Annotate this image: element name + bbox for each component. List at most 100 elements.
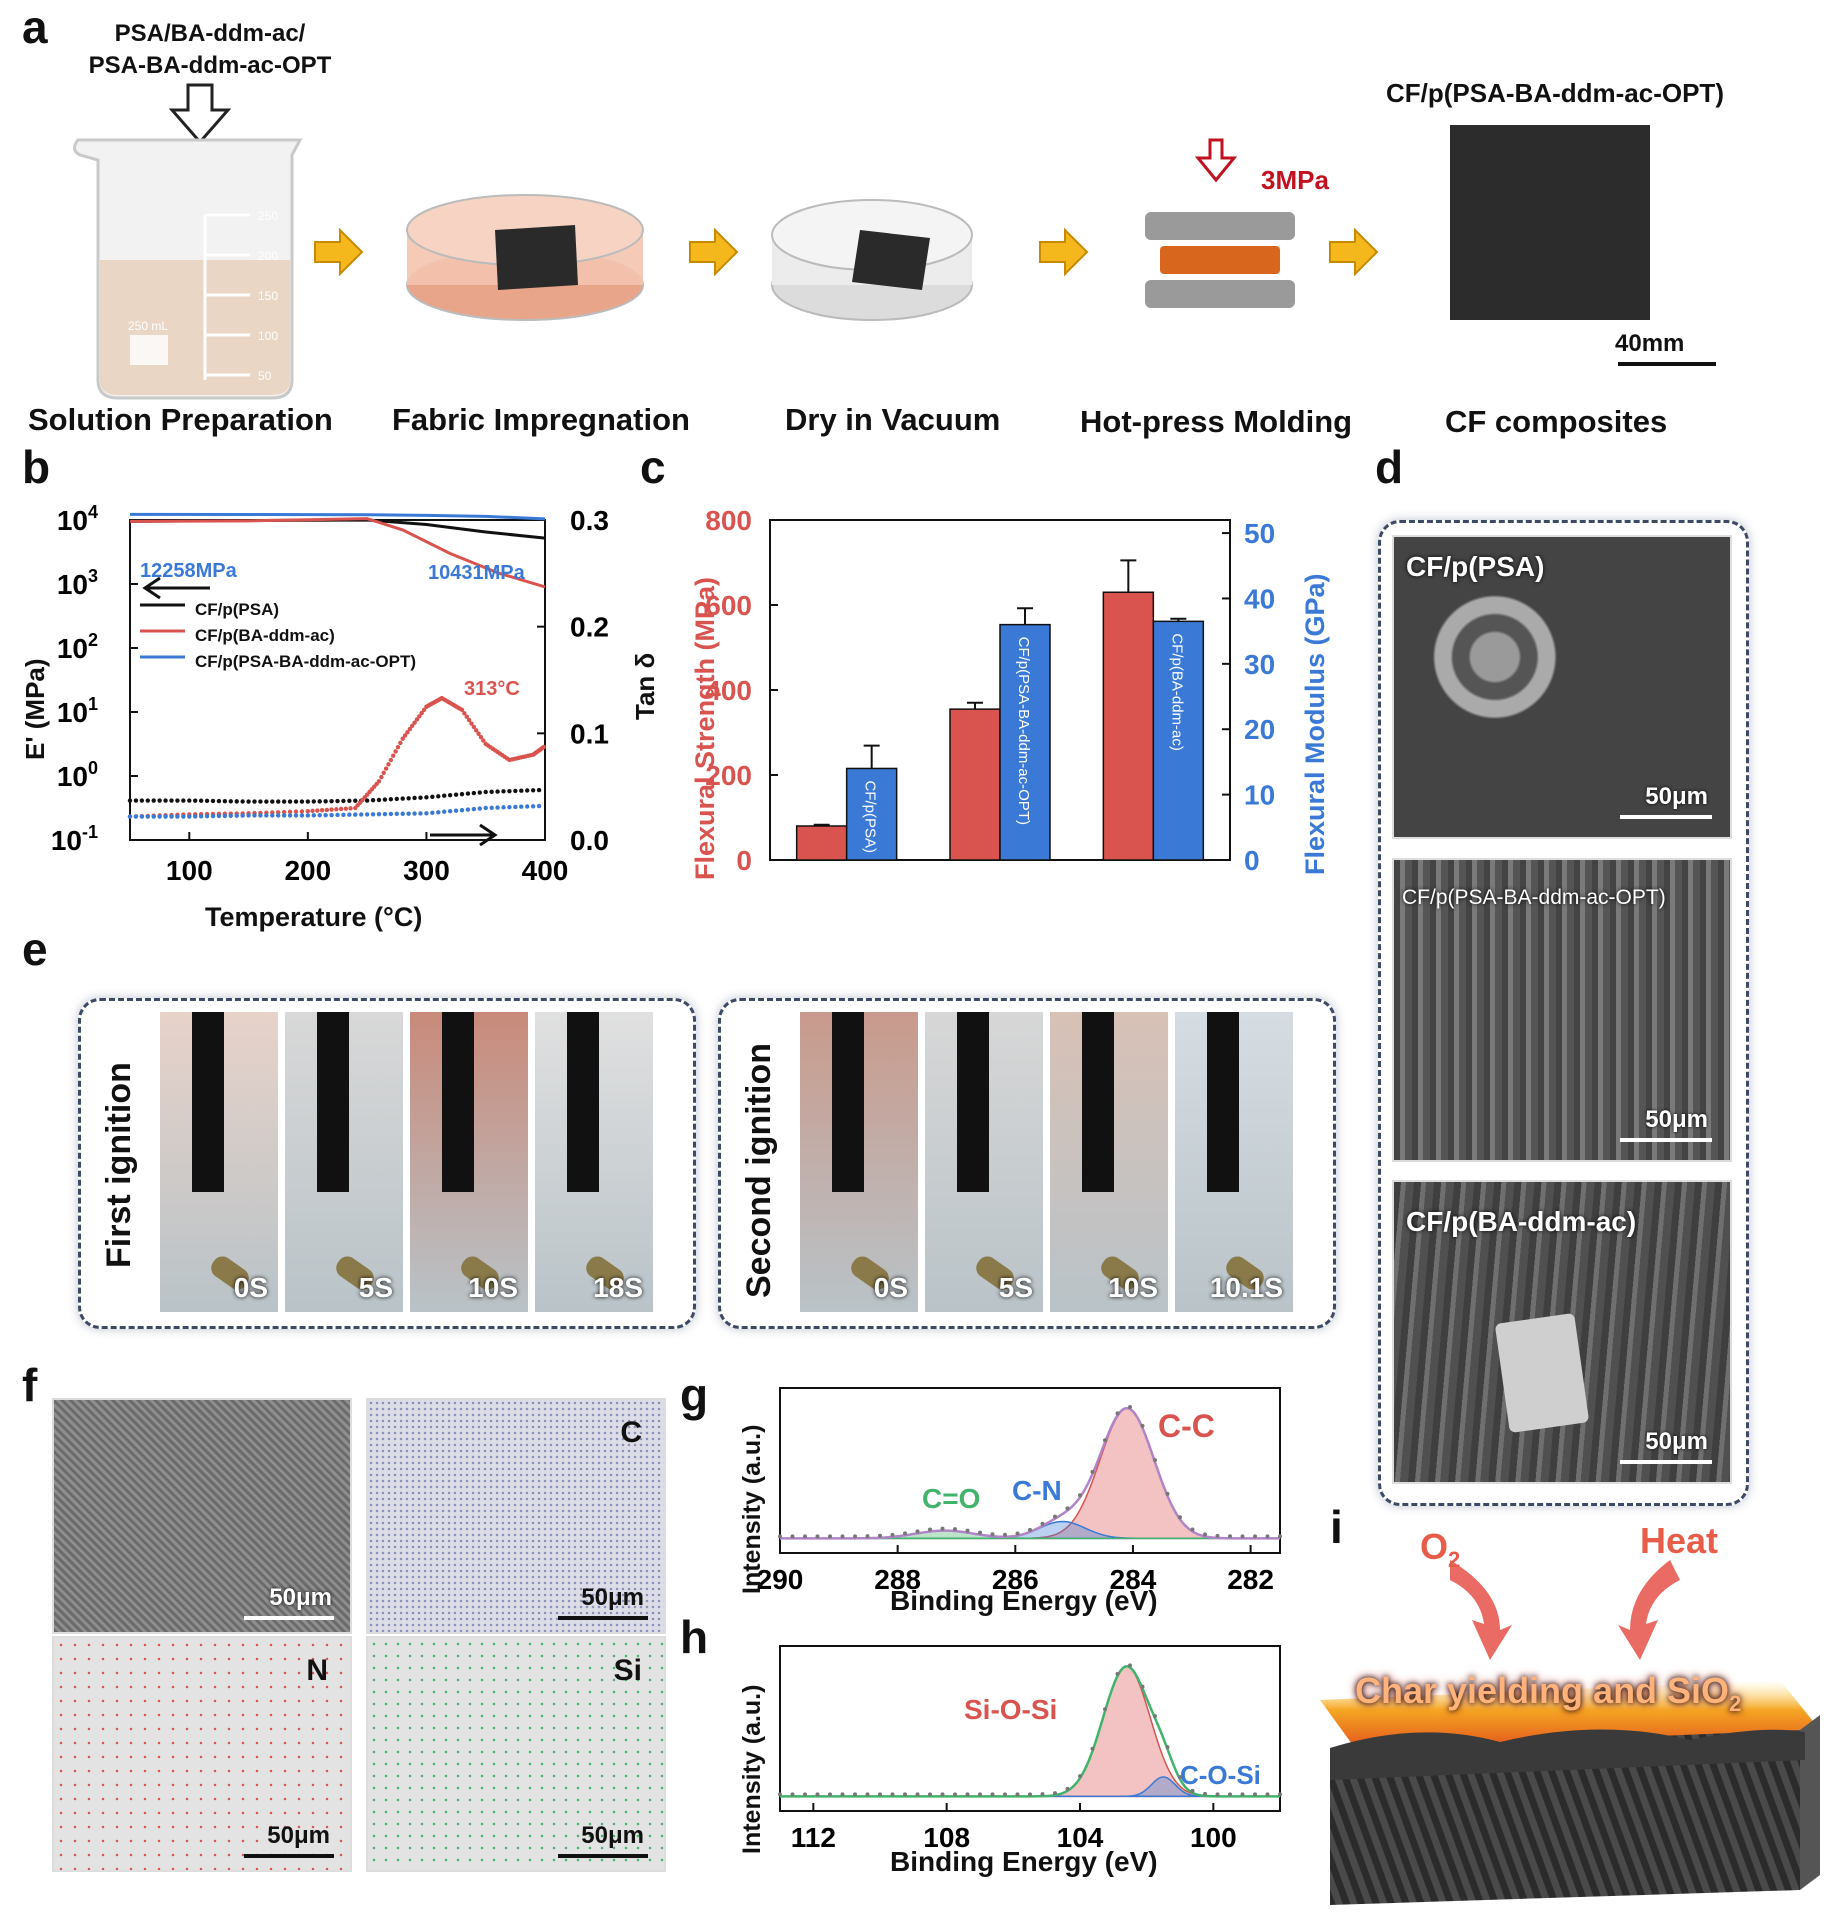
- c-ytick-label: 800: [705, 505, 752, 536]
- b-series-5-point: [513, 804, 518, 810]
- g-raw-point: [1128, 1404, 1132, 1409]
- b-series-3-point: [193, 798, 198, 803]
- char-schematic: [1320, 1560, 1820, 1905]
- b-series-4-point: [417, 714, 422, 719]
- h-xtick-label: 104: [1057, 1822, 1104, 1853]
- b-series-5-point: [530, 804, 536, 809]
- b-series-5-point: [216, 813, 222, 819]
- c-category-label: CF/p(BA-ddm-ac): [1168, 633, 1185, 751]
- panel-letter-b: b: [22, 441, 51, 493]
- b-series-4-point: [393, 749, 398, 754]
- f-map-si-label: Si: [613, 1654, 642, 1687]
- b-series-3-point: [519, 788, 524, 793]
- pressure-arrow-icon: [1194, 138, 1238, 183]
- b-series-4-point: [348, 806, 353, 811]
- h-raw-point: [1040, 1792, 1045, 1797]
- b-series-4-point: [462, 711, 467, 716]
- h-peak-cosi: C-O-Si: [1180, 1760, 1261, 1790]
- b-series-4-point: [407, 726, 413, 732]
- b-series-3-point: [382, 797, 388, 802]
- b-series-3-point: [157, 798, 162, 803]
- b-series-3-point: [210, 798, 216, 804]
- panel-letter-a: a: [22, 1, 48, 53]
- b-series-3-point: [246, 799, 251, 804]
- h-raw-point: [1128, 1663, 1132, 1668]
- b-series-5-point: [436, 810, 441, 815]
- h-raw-point: [878, 1792, 882, 1797]
- b-series-3-point: [133, 798, 139, 803]
- e-frame-first: [78, 998, 696, 1329]
- g-raw-point: [965, 1528, 970, 1533]
- b-series-5-point: [133, 814, 139, 819]
- g-peak-cc: C-C: [1158, 1408, 1215, 1444]
- h-raw-point: [1253, 1792, 1257, 1797]
- step-3: Dry in Vacuum: [785, 402, 1001, 437]
- b-series-5-point: [424, 811, 429, 816]
- b-series-3-point: [293, 799, 299, 804]
- b-series-3-point: [442, 793, 447, 798]
- g-raw-point: [1228, 1534, 1232, 1539]
- g-raw-point: [1053, 1514, 1057, 1519]
- second-time-4: 10.1S: [1209, 1272, 1283, 1303]
- step-1: Solution Preparation: [28, 402, 333, 437]
- b-series-3-point: [323, 799, 328, 804]
- b-series-3-point: [436, 794, 441, 799]
- b-series-3-point: [329, 798, 334, 804]
- svg-text:200: 200: [258, 249, 278, 263]
- b-series-3-point: [139, 798, 145, 803]
- first-frame-4: 18S: [535, 1012, 653, 1312]
- b-series-4-point: [400, 736, 405, 741]
- g-peak-co: C=O: [922, 1483, 981, 1514]
- f-scale-3: 50μm: [267, 1822, 330, 1849]
- b-xlabel: Temperature (°C): [205, 902, 423, 932]
- b-series-4-point: [471, 724, 477, 730]
- h-raw-point: [915, 1792, 920, 1797]
- b-series-3-point: [353, 798, 358, 803]
- b-series-3-point: [447, 793, 453, 798]
- b-series-3-point: [483, 789, 488, 795]
- b-series-3-point: [525, 788, 530, 793]
- b-series-4-point: [329, 807, 334, 812]
- b-series-4-point: [310, 808, 315, 814]
- b-series-3-point: [127, 798, 133, 803]
- g-raw-point: [1090, 1469, 1095, 1474]
- c-y2tick-label: 10: [1244, 780, 1275, 811]
- f-scale-4: 50μm: [581, 1822, 644, 1849]
- b-series-5-point: [175, 814, 180, 819]
- g-raw-point: [1253, 1534, 1257, 1539]
- c-errbar-strength: [1120, 559, 1137, 593]
- f-scalebar-1: [244, 1616, 334, 1620]
- pressure-label: 3MPa: [1261, 165, 1329, 195]
- b-series-5-point: [536, 803, 542, 809]
- second-time-3: 10S: [1108, 1272, 1158, 1303]
- b-series-5-point: [222, 813, 228, 819]
- b-series-3-point: [507, 788, 512, 794]
- g-raw-point: [1165, 1491, 1170, 1496]
- b-series-5-point: [483, 805, 488, 811]
- h-raw-point: [903, 1792, 907, 1797]
- h-raw-point: [1078, 1774, 1082, 1779]
- b-series-4-point: [379, 774, 384, 780]
- h-raw-point: [953, 1792, 957, 1797]
- b-ylabel-left: E' (MPa): [20, 658, 50, 760]
- c-errbar-modulus: [1170, 617, 1187, 622]
- b-series-3-point: [228, 799, 233, 804]
- b-series-5-point: [370, 812, 376, 817]
- b-series-3-point: [145, 798, 150, 803]
- g-xtick-label: 282: [1227, 1564, 1274, 1595]
- g-ylabel: Intensity (a.u.): [738, 1424, 766, 1594]
- c-bar-modulus: [1152, 620, 1205, 861]
- first-time-3: 10S: [468, 1272, 518, 1303]
- c-y2tick-label: 40: [1244, 583, 1275, 614]
- b-series-4-point: [398, 740, 403, 746]
- b-series-3-point: [459, 791, 465, 797]
- f-sem-image: 50μm: [52, 1398, 352, 1634]
- g-raw-point: [1240, 1534, 1245, 1539]
- g-raw-point: [1278, 1534, 1282, 1539]
- b-series-5-point: [525, 804, 530, 809]
- b-series-4-point: [466, 717, 472, 723]
- b-annot-peak: 313°C: [464, 678, 520, 700]
- svg-text:50: 50: [258, 369, 272, 383]
- arrow-icon: [689, 227, 739, 277]
- b-series-5-point: [323, 812, 328, 818]
